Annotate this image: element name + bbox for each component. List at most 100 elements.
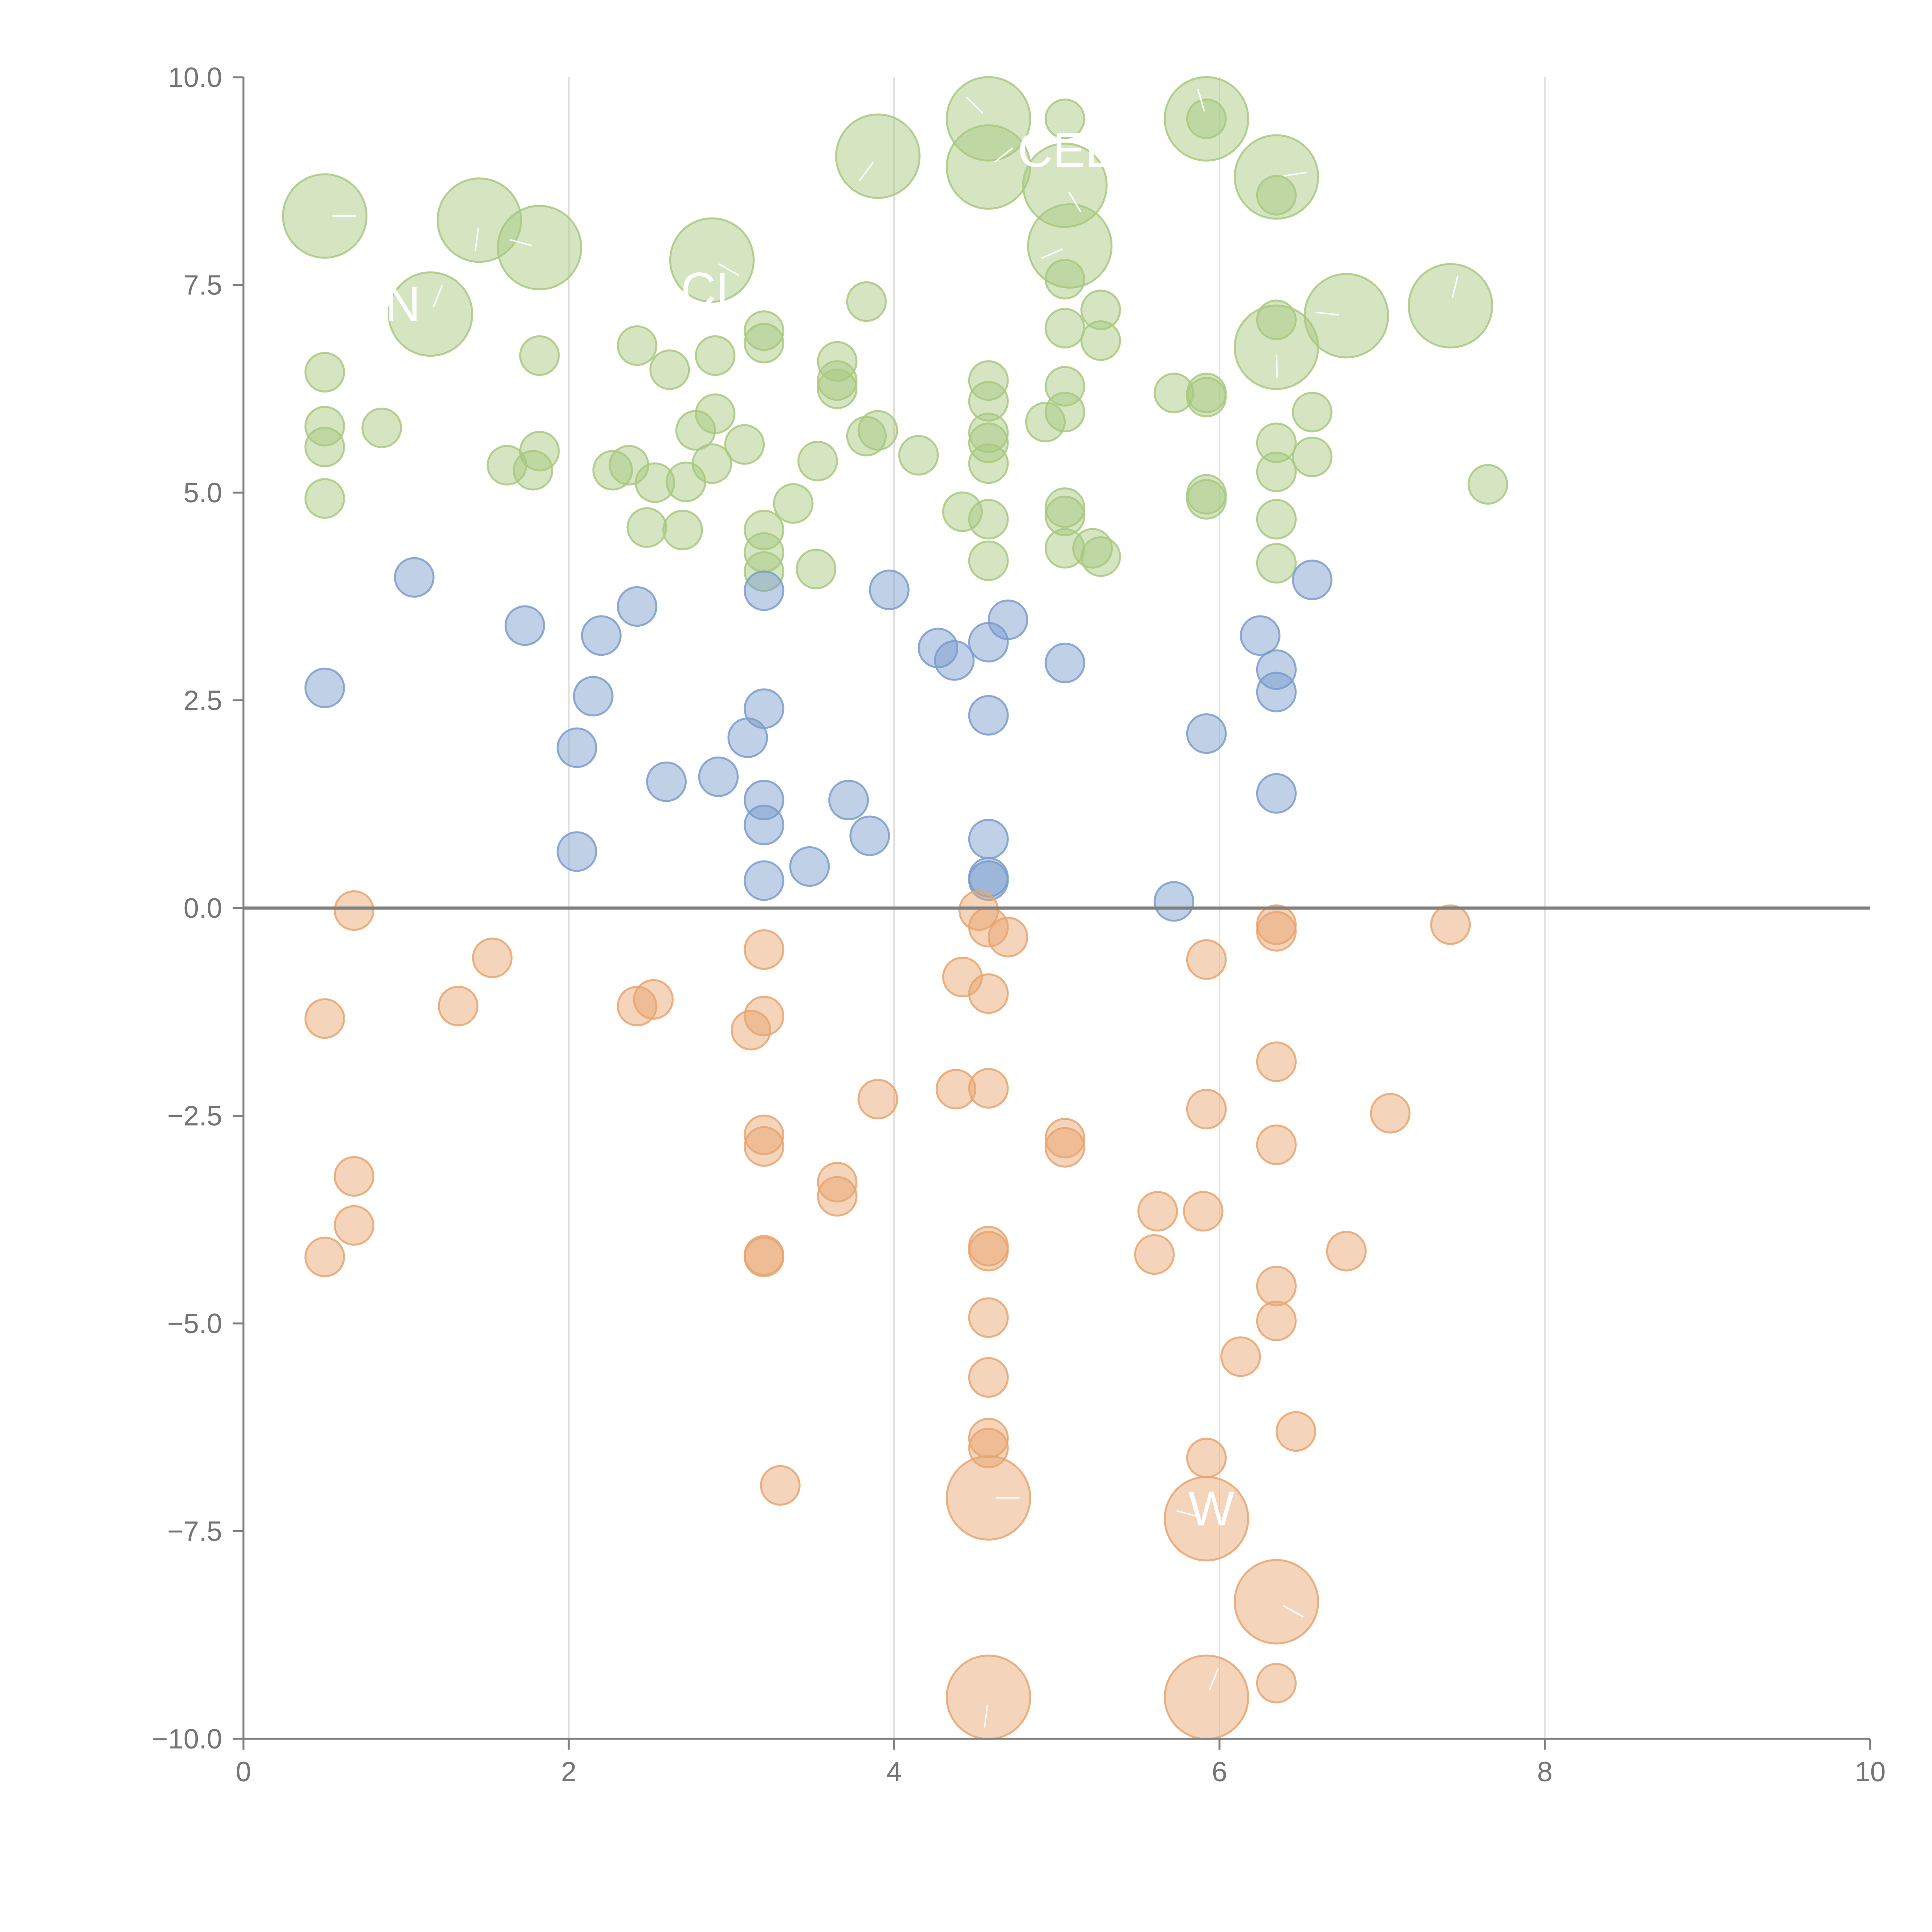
positive-high-point	[835, 113, 921, 199]
negative-point	[304, 1236, 345, 1277]
positive-high-point	[304, 352, 345, 393]
positive-high-point	[968, 360, 1009, 401]
negative-point	[1163, 1655, 1249, 1740]
positive-high-point	[968, 540, 1009, 581]
negative-point	[968, 1418, 1009, 1459]
positive-high-point	[1044, 99, 1085, 139]
positive-high-point	[695, 335, 736, 376]
point-annotation: CL	[681, 262, 743, 317]
x-tick-label: 2	[561, 1757, 577, 1787]
positive-high-point	[817, 360, 858, 401]
label-leader-line	[966, 97, 984, 114]
positive-high-point	[1256, 543, 1297, 584]
x-tick-label: 4	[886, 1757, 902, 1787]
positive-high-point	[1186, 479, 1227, 520]
positive-mid-point	[1044, 643, 1085, 684]
label-leader-line	[1176, 1510, 1199, 1518]
positive-mid-point	[698, 756, 739, 797]
positive-high-point	[968, 499, 1009, 540]
negative-point	[743, 1114, 784, 1155]
label-leader-line	[1209, 1668, 1219, 1690]
positive-high-point	[743, 310, 784, 351]
positive-high-point	[1044, 487, 1085, 528]
positive-high-point	[1256, 499, 1297, 540]
negative-point	[968, 1068, 1009, 1109]
negative-point	[731, 1010, 772, 1051]
negative-point	[1044, 1127, 1085, 1168]
negative-point	[743, 929, 784, 970]
x-tick-label: 10	[1855, 1757, 1886, 1787]
positive-high-point	[968, 381, 1009, 422]
negative-point	[942, 956, 983, 997]
positive-high-point	[519, 431, 560, 471]
negative-point	[1256, 1663, 1297, 1704]
y-tick-label: −10.0	[152, 1724, 222, 1755]
positive-mid-point	[789, 846, 830, 887]
positive-high-point	[1186, 377, 1227, 418]
positive-high-point	[626, 507, 667, 548]
positive-high-point	[669, 217, 755, 303]
positive-high-point	[743, 510, 784, 551]
positive-high-point	[304, 427, 345, 468]
negative-point	[1186, 939, 1227, 980]
negative-point	[946, 1455, 1031, 1541]
positive-high-point	[846, 416, 887, 457]
point-annotation: W	[1188, 1481, 1234, 1536]
negative-point	[1370, 1093, 1411, 1134]
positive-mid-point	[1153, 881, 1194, 922]
negative-point	[1186, 1088, 1227, 1129]
positive-high-point	[743, 323, 784, 364]
negative-point	[1430, 904, 1471, 945]
label-leader-line	[983, 1705, 988, 1728]
negative-point	[1326, 1231, 1367, 1272]
label-leader-line	[432, 285, 443, 307]
positive-high-point	[304, 406, 345, 447]
negative-point	[817, 1176, 858, 1217]
y-tick-label: 2.5	[184, 685, 222, 716]
negative-point	[1183, 1191, 1224, 1232]
positive-high-point	[1292, 391, 1333, 432]
negative-point	[333, 890, 374, 931]
positive-high-point	[968, 422, 1009, 463]
negative-point	[472, 937, 513, 978]
positive-mid-point	[1292, 560, 1333, 600]
positive-mid-point	[828, 780, 869, 820]
label-leader-line	[1068, 191, 1082, 213]
positive-mid-point	[1240, 615, 1281, 656]
point-annotation: N	[385, 277, 420, 331]
negative-point	[946, 1655, 1031, 1740]
positive-high-point	[724, 424, 765, 465]
negative-point	[857, 1079, 898, 1119]
positive-mid-point	[573, 676, 614, 717]
negative-point	[1256, 1265, 1297, 1306]
positive-high-point	[1303, 273, 1389, 359]
positive-high-point	[1256, 451, 1297, 492]
positive-high-point	[898, 435, 939, 476]
negative-point	[817, 1162, 858, 1202]
positive-high-point	[1256, 299, 1297, 340]
label-leader-line	[1284, 172, 1307, 177]
positive-mid-point	[581, 615, 622, 656]
positive-mid-point	[1256, 773, 1297, 814]
positive-high-point	[817, 368, 858, 409]
negative-point	[988, 917, 1029, 957]
negative-point	[1186, 1437, 1227, 1478]
positive-high-point	[282, 173, 367, 259]
positive-high-point	[968, 443, 1009, 484]
positive-high-point	[857, 410, 898, 451]
positive-mid-point	[556, 831, 597, 872]
positive-high-point	[1044, 391, 1085, 432]
positive-high-point	[1186, 99, 1227, 139]
positive-mid-point	[504, 605, 545, 646]
positive-high-point	[1408, 263, 1493, 349]
positive-mid-point	[304, 667, 345, 708]
y-tick-label: 7.5	[184, 270, 222, 301]
point-annotation: CEL	[1017, 123, 1112, 177]
positive-high-point	[1233, 134, 1319, 220]
positive-high-point	[1080, 320, 1121, 361]
x-tick-label: 6	[1212, 1757, 1227, 1787]
positive-high-point	[942, 491, 983, 532]
positive-mid-point	[1256, 649, 1297, 690]
negative-point	[1256, 1124, 1297, 1165]
